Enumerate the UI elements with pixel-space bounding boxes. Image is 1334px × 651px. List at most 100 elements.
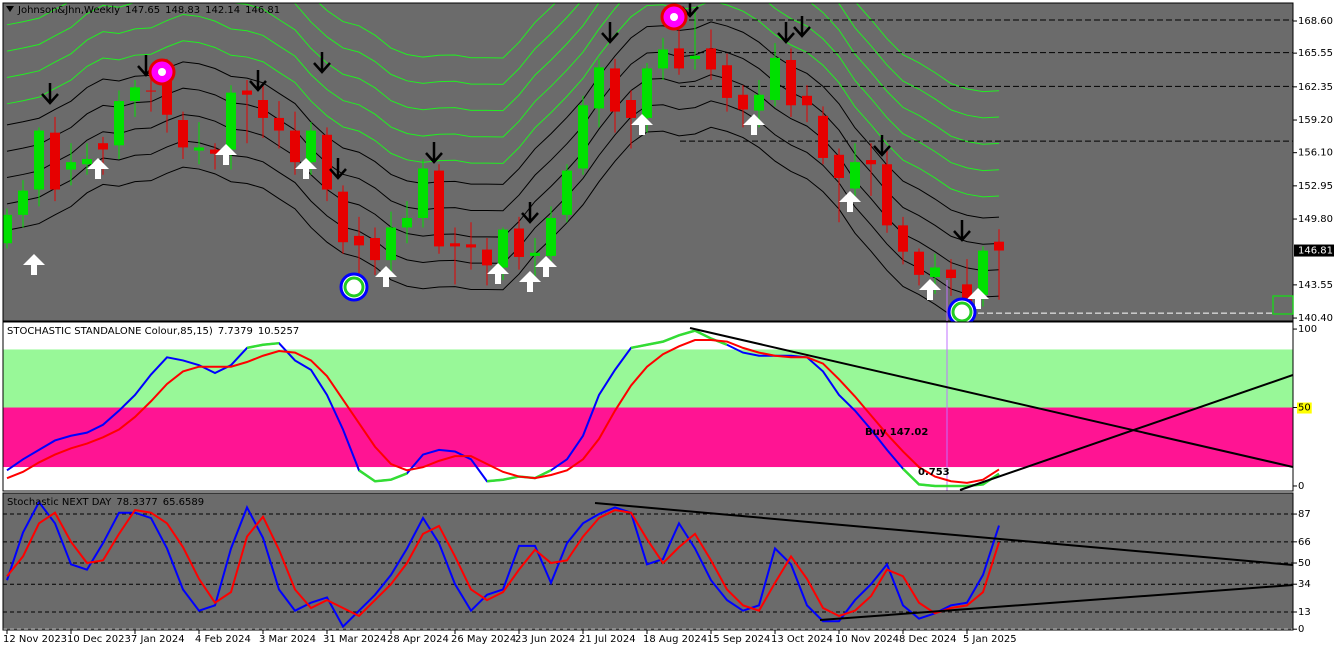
trend-line (959, 374, 1293, 491)
x-tick-label: 18 Aug 2024 (643, 634, 707, 645)
candle-body (18, 190, 28, 215)
candle-body (562, 170, 572, 215)
candle-body (290, 130, 300, 163)
candle-body (658, 49, 668, 69)
candle-body (386, 227, 396, 261)
candle-body (178, 120, 188, 148)
candle-body (34, 130, 44, 190)
candle-body (242, 90, 252, 95)
y-tick-label: 13 (1298, 607, 1311, 618)
level-box (1297, 402, 1312, 414)
y-tick-label: 50 (1298, 403, 1311, 414)
header-part: Johnson&Jhn,Weekly (17, 5, 120, 16)
band-line (6, 126, 973, 321)
candle-body (274, 117, 284, 131)
candle-body (834, 154, 844, 178)
panel-plot (3, 3, 1293, 321)
candle-body (962, 284, 972, 303)
candle-body (642, 68, 652, 118)
plot-background (3, 493, 1293, 630)
candle-body (978, 250, 988, 295)
y-tick-label: 50 (1298, 558, 1311, 569)
candle-body (114, 101, 124, 146)
header-part: 78.3377 (116, 497, 157, 508)
candle-body (194, 147, 204, 151)
sell-arrow (521, 202, 539, 224)
status-box (1272, 295, 1294, 315)
candle-body (98, 143, 108, 150)
candle-body (594, 67, 604, 109)
candle-body (338, 191, 348, 243)
y-tick-label: 159.20 (1298, 115, 1333, 126)
y-tick-label: 87 (1298, 509, 1311, 520)
sell-arrow (777, 22, 795, 44)
candle-body (610, 68, 620, 112)
y-tick-label: 162.35 (1298, 82, 1333, 93)
candle-body (770, 57, 780, 101)
candle-body (690, 55, 700, 59)
band-line (6, 3, 1000, 145)
candle-body (626, 100, 636, 118)
candle-body (802, 95, 812, 106)
trend-line (689, 327, 1293, 468)
series-highlight (358, 469, 408, 483)
candle-body (882, 164, 892, 226)
band-line (6, 47, 1000, 245)
zone (3, 349, 1293, 408)
buy-arrow (631, 114, 653, 135)
header-icon (6, 6, 14, 12)
candle-body (786, 59, 796, 106)
candle-body (50, 132, 60, 190)
candle-body (322, 134, 332, 190)
header-part: Stochastic NEXT DAY (7, 497, 112, 508)
series-line (6, 339, 1000, 484)
header-part: 148.83 (165, 5, 200, 16)
candle-body (3, 214, 12, 244)
buy-arrow (23, 254, 45, 275)
header-part: 146.81 (245, 5, 280, 16)
x-tick-label: 21 Jul 2024 (579, 634, 636, 645)
y-tick-label: 143.55 (1298, 280, 1333, 291)
series-highlight (246, 341, 280, 350)
panel-plot (3, 493, 1293, 630)
candle-body (450, 243, 460, 247)
y-tick-label: 140.40 (1298, 313, 1333, 324)
candle-body (354, 235, 364, 246)
header-part: 10.5257 (258, 326, 299, 337)
x-tick-label: 13 Oct 2024 (771, 634, 833, 645)
zone (3, 407, 1293, 468)
panel-header: STOCHASTIC STANDALONE Colour,85,15) 7.737… (7, 326, 299, 337)
candle-body (402, 217, 412, 228)
candle-body (546, 217, 556, 256)
buy-arrow (919, 279, 941, 300)
buy-arrow (839, 191, 861, 212)
x-tick-label: 28 Apr 2024 (387, 634, 449, 645)
candle-body (946, 269, 956, 279)
x-tick-label: 10 Nov 2024 (835, 634, 899, 645)
candle-body (818, 115, 828, 158)
candle-body (930, 267, 940, 277)
candle-body (370, 237, 380, 261)
series-highlight (630, 329, 728, 350)
sell-dot (670, 13, 678, 21)
y-tick-label: 165.55 (1298, 48, 1333, 59)
y-tick-label: 149.80 (1298, 214, 1333, 225)
zone (3, 467, 1293, 491)
sell-arrow (329, 158, 347, 180)
buy-arrow (215, 144, 237, 165)
y-tick-label: 34 (1298, 579, 1311, 590)
buy-arrow (295, 158, 317, 179)
candle-body (866, 160, 876, 165)
series-line (6, 500, 1000, 629)
x-tick-label: 15 Sep 2024 (707, 634, 770, 645)
sell-arrow (953, 220, 971, 242)
sell-arrow (793, 16, 811, 38)
buy-arrow (535, 256, 557, 277)
series-highlight (902, 467, 1000, 488)
sell-arrow (249, 70, 267, 92)
y-tick-label: 156.10 (1298, 148, 1333, 159)
x-tick-label: 12 Nov 2023 (3, 634, 67, 645)
candle-body (994, 241, 1004, 251)
sell-dot (158, 68, 166, 76)
